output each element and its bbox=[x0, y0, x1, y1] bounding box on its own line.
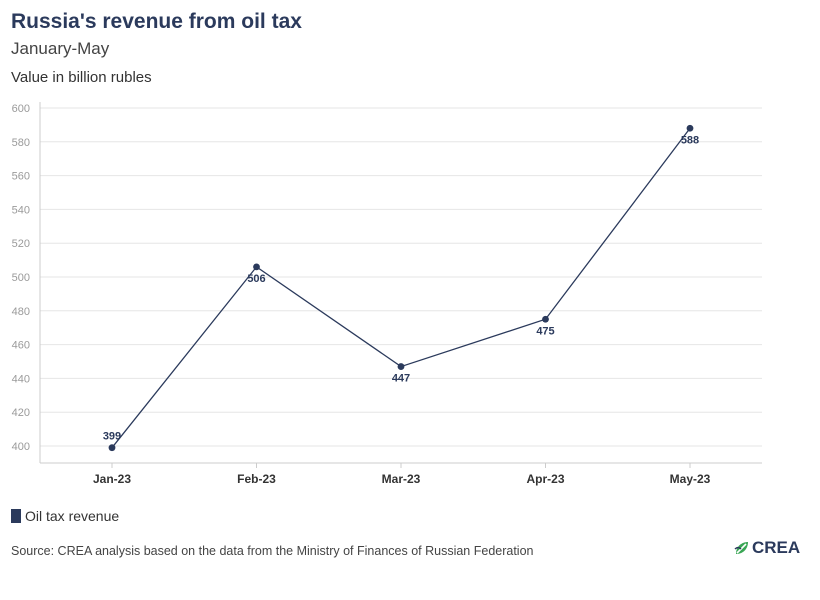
chart-subtitle: January-May bbox=[11, 39, 110, 58]
line-chart: 400 420 440 460 480 500 520 540 560 580 600 Jan-23 F… bbox=[12, 102, 762, 486]
legend-label: Oil tax revenue bbox=[25, 508, 120, 524]
chart-title: Russia's revenue from oil tax bbox=[11, 10, 302, 33]
data-point bbox=[686, 124, 694, 132]
x-tick-label: May-23 bbox=[670, 472, 711, 486]
y-tick-label: 460 bbox=[12, 340, 30, 352]
x-tick-label: Apr-23 bbox=[526, 472, 564, 486]
legend: Oil tax revenue bbox=[11, 508, 119, 524]
y-tick-label: 500 bbox=[12, 272, 30, 284]
y-tick-label: 520 bbox=[12, 238, 30, 250]
data-label: 399 bbox=[103, 431, 121, 443]
data-point bbox=[253, 263, 260, 271]
y-tick-label: 400 bbox=[12, 441, 30, 453]
x-tick-label: Mar-23 bbox=[382, 472, 421, 486]
x-tick-label: Jan-23 bbox=[93, 472, 131, 486]
logo-text: CREA bbox=[752, 538, 801, 557]
y-tick-label: 440 bbox=[12, 373, 30, 385]
data-label: 475 bbox=[536, 325, 554, 337]
y-tick-label: 420 bbox=[12, 407, 30, 419]
crea-leaf-icon bbox=[734, 542, 748, 554]
data-point bbox=[108, 444, 116, 452]
data-label: 588 bbox=[681, 134, 699, 146]
x-tick-label: Feb-23 bbox=[237, 472, 276, 486]
y-tick-label: 540 bbox=[12, 204, 30, 216]
legend-swatch bbox=[11, 509, 21, 523]
unit-note: Value in billion rubles bbox=[11, 69, 152, 86]
data-label: 506 bbox=[247, 273, 265, 285]
source-note: Source: CREA analysis based on the data … bbox=[11, 544, 534, 558]
data-point bbox=[542, 315, 549, 323]
crea-logo: CREA bbox=[734, 538, 800, 558]
y-tick-label: 600 bbox=[12, 103, 30, 115]
y-tick-label: 580 bbox=[12, 137, 30, 149]
y-tick-label: 480 bbox=[12, 306, 30, 318]
data-point bbox=[397, 363, 405, 370]
y-tick-label: 560 bbox=[12, 171, 30, 183]
data-label: 447 bbox=[392, 373, 410, 385]
series-line bbox=[111, 127, 691, 449]
